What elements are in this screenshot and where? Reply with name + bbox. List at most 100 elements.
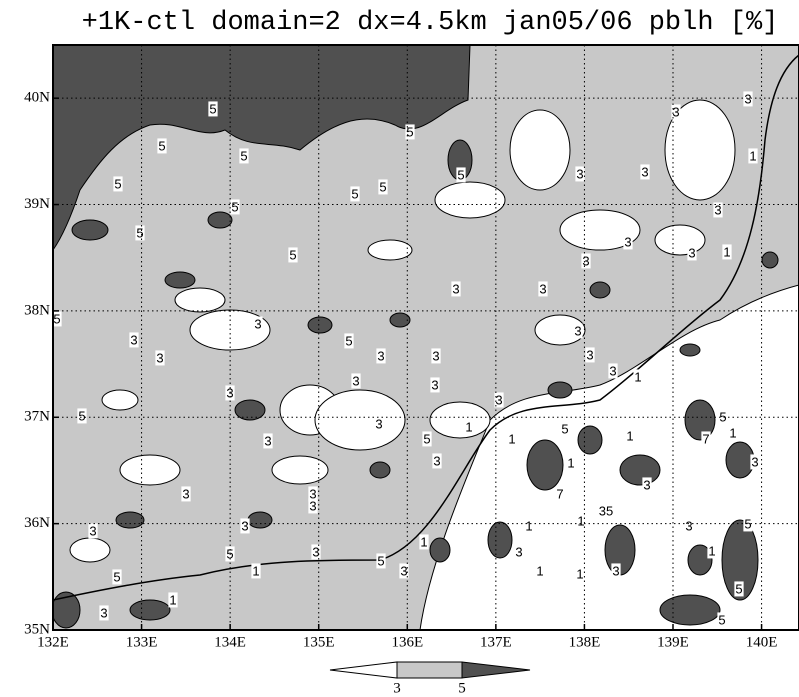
contour-label-bg: [405, 124, 415, 140]
contour-label: 5: [423, 431, 430, 446]
contour-label: 35: [599, 503, 613, 518]
low-patch: [509, 109, 571, 191]
contour-label: 5: [289, 247, 296, 262]
contour-label-bg: [555, 486, 565, 502]
contour-label: 3: [574, 323, 581, 338]
contour-label-bg: [378, 179, 388, 195]
contour-label-bg: [208, 101, 218, 117]
contour-label: 3: [685, 518, 692, 533]
contour-label-bg: [671, 104, 681, 120]
overlay: 132E 133E 134E 135E 136E 137E 138E 139E 140E 35N 3…: [24, 44, 799, 696]
contour-label: 3: [156, 350, 163, 365]
contour-label: 1: [567, 455, 574, 470]
contour-label: 3: [539, 281, 546, 296]
contour-label: 5: [719, 409, 726, 424]
y-tick-label: 38N: [24, 302, 50, 318]
contour-label-bg: [344, 333, 354, 349]
contour-label: 3: [515, 544, 522, 559]
contour-label-bg: [566, 455, 576, 471]
contour-label-bg: [581, 253, 591, 269]
contour-label-bg: [135, 225, 145, 241]
low-patch: [314, 389, 406, 451]
contour-label-bg: [585, 347, 595, 363]
contour-label-bg: [687, 245, 697, 261]
colorbar-mid: [396, 661, 463, 679]
contour-label-bg: [399, 563, 409, 579]
contour-label: 5: [240, 148, 247, 163]
contour-label: 5: [351, 186, 358, 201]
contour-label: 5: [53, 311, 60, 326]
contour-label: 1: [723, 244, 730, 259]
contour-label: 5: [114, 176, 121, 191]
contour-label-bg: [494, 392, 504, 408]
contour-label: 3: [309, 498, 316, 513]
contour-label: 1: [577, 513, 584, 528]
contour-label-bg: [597, 503, 615, 519]
contour-label: 5: [113, 569, 120, 584]
contour-label-bg: [431, 348, 441, 364]
contour-label: 1: [169, 592, 176, 607]
high-region: [53, 45, 471, 251]
high-patch: [725, 441, 755, 479]
contour-label: 1: [708, 543, 715, 558]
contour-label-bg: [728, 425, 738, 441]
low-patch: [271, 455, 329, 485]
y-tick-label: 36N: [24, 515, 50, 531]
contour-label: 3: [751, 454, 758, 469]
y-tick-label: 35N: [24, 621, 50, 637]
coastline: [53, 54, 799, 601]
contour-label-bg: [376, 348, 386, 364]
high-patch: [577, 425, 603, 455]
high-patch: [619, 454, 661, 486]
contour-label-bg: [419, 534, 429, 550]
contour-label: 1: [508, 431, 515, 446]
x-tick-label: 140E: [746, 634, 778, 650]
contour-label: 3: [643, 477, 650, 492]
contour-label-bg: [251, 563, 261, 579]
contour-label-bg: [524, 518, 534, 534]
contour-label-bg: [684, 518, 694, 534]
contour-label-bg: [750, 454, 760, 470]
contour-label-bg: [53, 311, 62, 327]
contour-label: 3: [254, 316, 261, 331]
low-patch: [119, 454, 181, 486]
contour-label: 3: [495, 392, 502, 407]
contour-label: 5: [457, 167, 464, 182]
low-patch: [174, 287, 226, 313]
contour-label-bg: [308, 498, 318, 514]
contour-label: 3: [264, 433, 271, 448]
contour-label: 5: [158, 138, 165, 153]
low-patch: [429, 401, 491, 439]
contour-label: 5: [377, 553, 384, 568]
high-patch: [369, 461, 391, 479]
high-patch: [164, 271, 196, 289]
contour-label-bg: [239, 148, 249, 164]
contour-label: 3: [714, 202, 721, 217]
high-patch: [679, 343, 701, 357]
contour-label: 3: [609, 363, 616, 378]
contour-label-bg: [451, 281, 461, 297]
contour-label: 5: [231, 199, 238, 214]
contour-label: 3: [182, 486, 189, 501]
contour-label: 3: [582, 253, 589, 268]
contour-label-bg: [625, 428, 635, 444]
contour-label: 3: [309, 486, 316, 501]
contour-label-bg: [77, 408, 87, 424]
high-patch: [115, 511, 145, 529]
contour-label: 5: [561, 421, 568, 436]
x-tick-label: 133E: [126, 634, 158, 650]
contour-label-bg: [113, 176, 123, 192]
high-patch: [761, 251, 779, 269]
high-patch: [487, 521, 513, 559]
map-field: 5555555555533333333133333533333331353351…: [53, 45, 799, 630]
contour-label-bg: [713, 202, 723, 218]
high-patch: [129, 599, 171, 621]
contour-label-bg: [718, 409, 728, 425]
low-patch: [559, 209, 641, 251]
contour-label: 5: [406, 124, 413, 139]
contour-label-bg: [432, 453, 442, 469]
contour-label-bg: [514, 544, 524, 560]
high-patch: [234, 399, 266, 421]
high-patch: [526, 439, 564, 491]
contour-label: 3: [100, 605, 107, 620]
